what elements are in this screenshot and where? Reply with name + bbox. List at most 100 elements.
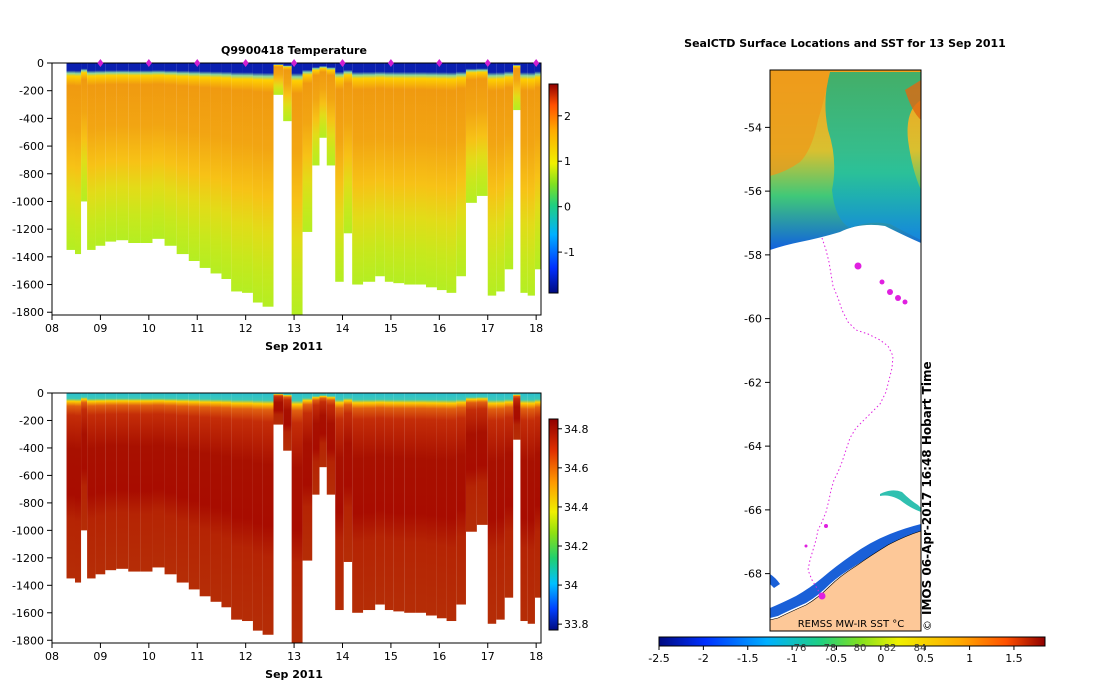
sst-colorbar-tick-label: 0 bbox=[877, 652, 884, 665]
y-tick-label: -1600 bbox=[12, 279, 44, 292]
profile-column bbox=[319, 393, 327, 468]
profile-column bbox=[199, 63, 211, 268]
time-marker bbox=[145, 59, 152, 67]
profile-column bbox=[210, 393, 222, 602]
profile-column bbox=[426, 63, 437, 288]
profile-column bbox=[393, 393, 405, 612]
timestamp-stamp: IMOS 06-Apr-2017 16:48 Hobart Time bbox=[920, 361, 934, 615]
profile-column bbox=[363, 393, 376, 611]
profile-column bbox=[384, 393, 394, 611]
salinity-axes-frame bbox=[51, 392, 542, 644]
profile-column bbox=[252, 393, 263, 631]
lat-tick-label: -66 bbox=[744, 504, 762, 517]
salinity-colorbar bbox=[548, 418, 559, 631]
profile-column bbox=[221, 63, 232, 279]
sst-field-cold-patch bbox=[825, 72, 921, 240]
profile-column bbox=[343, 63, 353, 234]
x-tick-label: 15 bbox=[384, 322, 398, 335]
sst-colorbar-tick-label: 0.5 bbox=[916, 652, 934, 665]
profile-column bbox=[164, 393, 177, 575]
time-marker bbox=[242, 59, 249, 67]
x-tick-label: 15 bbox=[384, 650, 398, 663]
colorbar-tick-label: -1 bbox=[564, 246, 575, 259]
colorbar-tick-label: 33.8 bbox=[564, 618, 589, 631]
lat-tick-label: -60 bbox=[744, 313, 762, 326]
profile-column bbox=[252, 63, 263, 303]
y-tick-label: -1800 bbox=[12, 634, 44, 647]
time-marker bbox=[484, 59, 491, 67]
colorbar-tick-label: 34.6 bbox=[564, 462, 589, 475]
profile-column bbox=[513, 63, 521, 111]
x-tick-label: 11 bbox=[190, 322, 204, 335]
sst-colorbar-tick-label: -0.5 bbox=[826, 652, 847, 665]
temperature-colorbar bbox=[548, 83, 559, 294]
profile-column bbox=[393, 63, 405, 284]
profile-column bbox=[210, 63, 222, 274]
profile-column bbox=[436, 63, 447, 291]
profile-column bbox=[520, 63, 528, 293]
profile-column bbox=[465, 63, 477, 203]
sst-field-hot-spot bbox=[905, 80, 921, 120]
sst-field-warm-patch bbox=[770, 70, 830, 176]
profile-column bbox=[520, 393, 528, 622]
seal-location bbox=[854, 262, 862, 270]
longitude-label: 84 bbox=[914, 643, 927, 654]
sst-source-label: REMSS MW-IR SST °C bbox=[798, 619, 905, 630]
profile-column bbox=[74, 63, 82, 255]
colorbar-tick-label: 34 bbox=[564, 579, 578, 592]
y-tick-label: -400 bbox=[19, 112, 44, 125]
sst-colorbar-tick-label: -1 bbox=[787, 652, 798, 665]
profile-column bbox=[446, 393, 457, 622]
temperature-x-axis: 08 09 10 11 12 13 14 15 16 17 18 bbox=[45, 315, 543, 335]
temperature-heatmap bbox=[66, 63, 541, 315]
y-tick-label: -200 bbox=[19, 85, 44, 98]
profile-column bbox=[231, 63, 243, 292]
profile-column bbox=[456, 63, 466, 277]
seal-location bbox=[804, 544, 808, 548]
profile-column bbox=[231, 393, 243, 620]
salinity-colorbar-ticks: 34.8 34.6 34.4 34.2 34 33.8 bbox=[558, 423, 589, 631]
x-tick-label: 14 bbox=[335, 322, 349, 335]
profile-column bbox=[352, 63, 364, 285]
profile-column bbox=[496, 63, 505, 292]
lat-tick-label: -54 bbox=[744, 121, 762, 134]
map-frame bbox=[769, 69, 922, 632]
longitude-label: 78 bbox=[824, 643, 837, 654]
profile-column bbox=[446, 63, 457, 293]
profile-column bbox=[375, 393, 385, 605]
profile-column bbox=[404, 63, 416, 285]
profile-column bbox=[242, 393, 253, 622]
profile-column bbox=[312, 63, 320, 166]
x-tick-label: 13 bbox=[287, 650, 301, 663]
x-tick-label: 18 bbox=[529, 650, 543, 663]
profile-column bbox=[105, 63, 117, 242]
x-tick-label: 16 bbox=[432, 650, 446, 663]
y-tick-label: -200 bbox=[19, 414, 44, 427]
profile-column bbox=[291, 63, 303, 315]
time-marker bbox=[97, 59, 104, 67]
profile-column bbox=[513, 393, 521, 440]
profile-column bbox=[436, 393, 447, 619]
y-tick-label: -1200 bbox=[12, 552, 44, 565]
profile-column bbox=[415, 393, 427, 613]
profile-column bbox=[116, 393, 129, 569]
profile-column bbox=[504, 63, 514, 270]
x-tick-label: 09 bbox=[93, 322, 107, 335]
profile-column bbox=[242, 63, 253, 293]
salinity-y-axis: 0 -200 -400 -600 -800 -1000 -1200 -1400 -1600 -18… bbox=[12, 387, 52, 647]
profile-column bbox=[81, 63, 88, 202]
time-marker bbox=[194, 59, 201, 67]
profile-column bbox=[66, 393, 75, 579]
profile-column bbox=[199, 393, 211, 597]
salinity-x-label: Sep 2011 bbox=[265, 668, 323, 681]
map-latitude-axis: -54 -56 -58 -60 -62 -64 -66 -68 bbox=[744, 121, 770, 581]
sst-colorbar-tick-label: 1 bbox=[966, 652, 973, 665]
time-marker bbox=[291, 59, 298, 67]
y-tick-label: -600 bbox=[19, 140, 44, 153]
profile-column bbox=[527, 393, 535, 624]
profile-column bbox=[66, 63, 75, 250]
profile-column bbox=[283, 393, 292, 451]
profile-column bbox=[188, 63, 200, 261]
y-tick-label: -1400 bbox=[12, 251, 44, 264]
profile-column bbox=[496, 393, 505, 620]
